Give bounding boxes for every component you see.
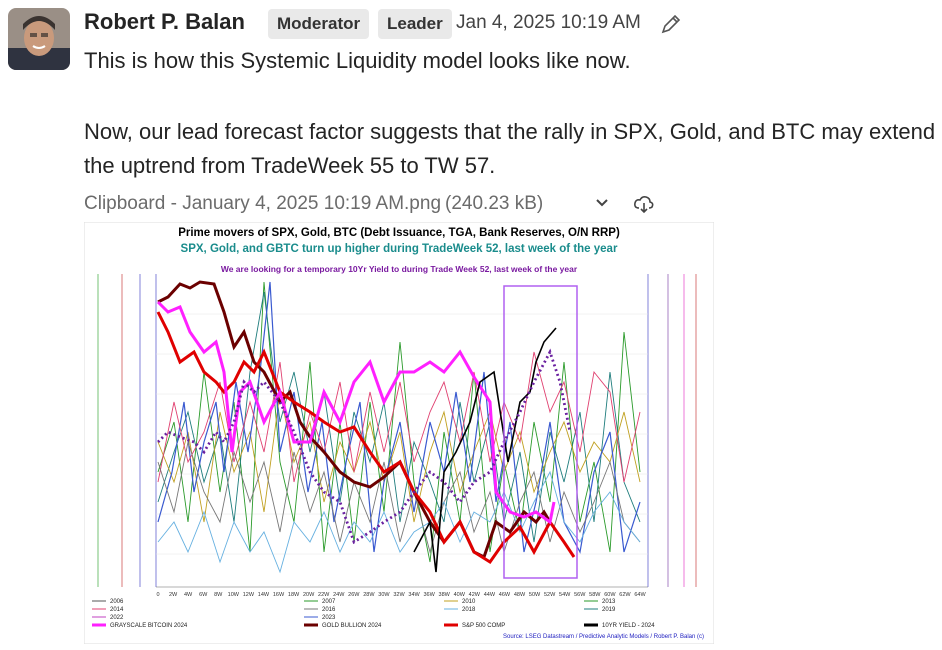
x-tick-label: 62W: [619, 592, 631, 598]
legend-label: 2016: [322, 607, 336, 613]
x-tick-label: 40W: [454, 592, 466, 598]
x-tick-label: 56W: [574, 592, 586, 598]
legend-label: GRAYSCALE BITCOIN 2024: [110, 623, 188, 629]
x-tick-label: 26W: [348, 592, 360, 598]
legend-label: 2023: [322, 615, 336, 621]
timestamp[interactable]: Jan 4, 2025 10:19 AM: [456, 12, 641, 33]
image-source: Source: LSEG Datastream / Predictive Ana…: [503, 634, 704, 640]
legend-label: 10YR YIELD - 2024: [602, 623, 655, 629]
image-title: Prime movers of SPX, Gold, BTC (Debt Iss…: [178, 227, 620, 239]
legend-label: GOLD BULLION 2024: [322, 623, 382, 629]
axis-frame: [97, 274, 697, 588]
x-tick-label: 52W: [544, 592, 556, 598]
badge: Moderator: [268, 9, 370, 39]
post-text: Now, our lead forecast factor suggests t…: [84, 119, 936, 178]
x-tick-label: 22W: [318, 592, 330, 598]
x-tick-label: 58W: [589, 592, 601, 598]
image-note: We are looking for a temporary 10Yr Yiel…: [221, 264, 578, 274]
legend-label: 2006: [110, 599, 124, 605]
x-tick-label: 2W: [169, 592, 178, 598]
x-tick-label: 50W: [529, 592, 541, 598]
attachment-size: (240.23 kB): [445, 193, 544, 214]
x-tick-label: 6W: [199, 592, 208, 598]
x-tick-label: 44W: [484, 592, 496, 598]
x-tick-label: 14W: [258, 592, 270, 598]
x-tick-label: 30W: [378, 592, 390, 598]
x-tick-label: 34W: [408, 592, 420, 598]
avatar[interactable]: [8, 8, 70, 70]
x-tick-label: 36W: [423, 592, 435, 598]
x-tick-label: 4W: [184, 592, 193, 598]
x-tick-label: 10W: [228, 592, 240, 598]
legend-label: 2010: [462, 599, 476, 605]
avatar-image: [8, 8, 70, 70]
legend-label: 2013: [602, 599, 616, 605]
legend-label: 2022: [110, 615, 124, 621]
post-text: This is how this Systemic Liquidity mode…: [84, 48, 631, 73]
author-name[interactable]: Robert P. Balan: [84, 9, 245, 34]
x-tick-label: 60W: [604, 592, 616, 598]
x-tick-label: 8W: [214, 592, 223, 598]
x-tick-label: 38W: [439, 592, 451, 598]
legend-label: 2019: [602, 607, 616, 613]
x-tick-label: 18W: [288, 592, 300, 598]
dropdown-icon[interactable]: [594, 195, 610, 211]
x-tick-label: 32W: [393, 592, 405, 598]
x-tick-label: 0: [156, 592, 159, 598]
download-icon[interactable]: [633, 195, 655, 215]
legend-label: 2014: [110, 607, 124, 613]
legend-label: S&P 500 COMP: [462, 623, 505, 629]
legend-label: 2018: [462, 607, 476, 613]
attachment-info: Clipboard - January 4, 2025 10:19 AM.png…: [84, 193, 547, 215]
x-tick-label: 24W: [333, 592, 345, 598]
series-lines: [156, 280, 641, 574]
attached-image[interactable]: Prime movers of SPX, Gold, BTC (Debt Iss…: [84, 222, 714, 644]
x-tick-label: 20W: [303, 592, 315, 598]
image-subtitle: SPX, Gold, and GBTC turn up higher durin…: [181, 243, 618, 255]
legend-label: 2007: [322, 599, 336, 605]
x-tick-label: 16W: [273, 592, 285, 598]
x-tick-label: 12W: [243, 592, 255, 598]
edit-icon[interactable]: [660, 13, 682, 35]
x-tick-label: 42W: [469, 592, 481, 598]
x-tick-label: 46W: [499, 592, 511, 598]
x-tick-label: 28W: [363, 592, 375, 598]
x-tick-label: 64W: [634, 592, 646, 598]
attachment-filename[interactable]: Clipboard - January 4, 2025 10:19 AM.png: [84, 193, 442, 214]
highlight-box: [503, 285, 578, 579]
badge: Leader: [378, 9, 452, 39]
x-tick-label: 54W: [559, 592, 571, 598]
x-tick-label: 48W: [514, 592, 526, 598]
